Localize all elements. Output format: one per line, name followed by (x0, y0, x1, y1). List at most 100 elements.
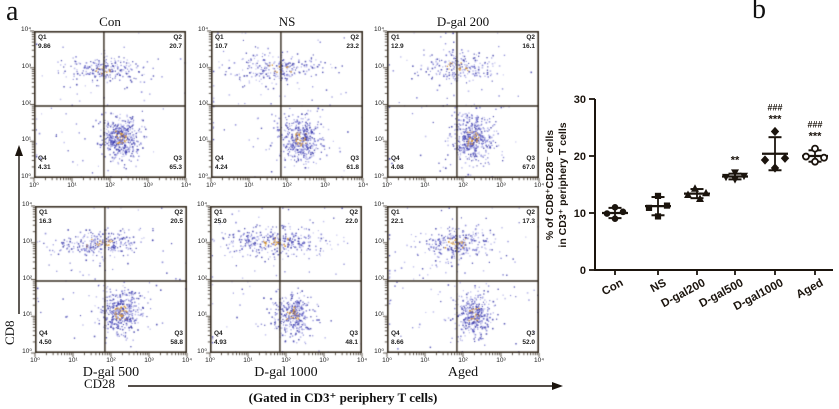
quadrant-value-q3: 48.1 (345, 339, 358, 346)
flow-plot-canvas (203, 205, 365, 361)
y-tick-label: 10⁴ (373, 26, 384, 33)
plot-title: D-gal 200 (436, 14, 490, 29)
y-axis-label-line2: in CD3⁺ periphery T cells (557, 122, 569, 247)
quadrant-value-q1: 10.7 (215, 43, 228, 50)
flow-plot-canvas (204, 30, 366, 186)
x-tick-label: 10² (458, 357, 468, 364)
quadrant-label-q1: Q1 (391, 209, 400, 216)
y-axis-label-line1: % of CD8⁺CD28⁻ cells (545, 130, 556, 240)
y-tick-label: 10² (21, 99, 31, 107)
x-tick-label: 10² (282, 182, 292, 189)
data-point (770, 163, 780, 173)
y-tick-label: 10⁰ (21, 173, 31, 180)
x-tick-label: 10¹ (244, 182, 254, 189)
arrowhead-right-icon (552, 382, 563, 390)
quadrant-value-q4: 4.24 (215, 164, 228, 171)
x-tick-label: 10⁴ (533, 182, 545, 189)
x-tick-label: 10² (281, 357, 291, 364)
x-tick-label: 10⁰ (30, 357, 40, 364)
y-tick-label: 10¹ (374, 136, 384, 144)
series-con (602, 204, 628, 222)
data-point (760, 155, 770, 165)
y-tick-label: 10⁴ (373, 201, 384, 208)
plot-title: D-gal 1000 (254, 365, 318, 380)
y-tick-label: 10⁰ (22, 348, 32, 355)
flow-plot-canvas (28, 205, 190, 361)
quadrant-label-q2: Q2 (526, 34, 535, 41)
quadrant-label-q4: Q4 (214, 330, 223, 337)
quadrant-value-q4: 4.93 (214, 339, 227, 346)
arrowhead-up-icon (15, 145, 23, 156)
y-tick-label: 10³ (197, 237, 207, 245)
quadrant-label-q2: Q2 (174, 209, 183, 216)
data-point (740, 172, 748, 181)
y-tick-label: 10 (574, 208, 586, 220)
panel-a-label: a (6, 0, 19, 27)
quadrant-label-q1: Q1 (215, 34, 224, 41)
cd8-axis-label: CD8 (2, 320, 17, 345)
x-tick-label: 10² (106, 357, 116, 364)
x-tick-label: 10³ (320, 182, 330, 189)
y-tick-label: 10¹ (198, 136, 208, 144)
quadrant-label-q4: Q4 (215, 155, 224, 162)
y-tick-label: 10¹ (22, 311, 32, 319)
y-tick-label: 10¹ (197, 311, 207, 319)
cd8-axis-arrow (15, 145, 23, 314)
data-point (654, 192, 662, 199)
data-point (645, 204, 653, 211)
quadrant-value-q4: 4.08 (391, 164, 404, 171)
quadrant-value-q3: 61.8 (346, 164, 359, 171)
y-tick-label: 10³ (374, 237, 384, 245)
data-point (731, 176, 739, 184)
x-tick-label: 10³ (496, 182, 506, 189)
quadrant-label-q3: Q3 (350, 155, 359, 162)
x-tick-label: 10¹ (420, 182, 430, 189)
y-tick-label: 10³ (22, 237, 32, 245)
y-tick-label: 10⁰ (374, 173, 384, 180)
quadrant-value-q1: 22.1 (391, 218, 404, 225)
y-tick-label: 20 (574, 151, 586, 163)
x-tick-label: 10³ (319, 357, 329, 364)
quadrant-label-q3: Q3 (526, 330, 535, 337)
data-point (802, 152, 810, 161)
sig-star-annotation: *** (809, 131, 823, 143)
panel-b-label: b (752, 0, 766, 25)
scatter-panel: 0 10 20 30 Con NS D-gal200 D-gal500 D-gal1000 Age… (544, 85, 839, 409)
quadrant-value-q4: 4.31 (38, 164, 51, 171)
data-point (619, 208, 627, 216)
y-tick-label: 10³ (198, 62, 208, 70)
quadrant-label-q2: Q2 (350, 34, 359, 41)
quadrant-value-q2: 16.1 (522, 43, 535, 50)
quadrant-label-q4: Q4 (38, 155, 47, 162)
gate-label: (Gated in CD3⁺ periphery T cells) (248, 390, 438, 405)
quadrant-label-q3: Q3 (173, 155, 182, 162)
y-tick-label: 10¹ (21, 136, 31, 144)
y-tick-label: 30 (574, 94, 586, 106)
data-point (731, 169, 739, 177)
cd28-axis-label: CD28 (84, 376, 116, 391)
x-tick-label: 10² (458, 182, 468, 189)
quadrant-label-q3: Q3 (174, 330, 183, 337)
data-point (702, 188, 710, 197)
quadrant-value-q4: 8.66 (391, 339, 404, 346)
y-tick-label: 10⁴ (20, 26, 31, 33)
x-tick-label: 10³ (144, 357, 154, 364)
x-tick-label: 10⁴ (356, 357, 368, 364)
quadrant-label-q2: Q2 (526, 209, 535, 216)
quadrant-label-q3: Q3 (349, 330, 358, 337)
data-point (611, 204, 619, 211)
x-tick-label: 10² (105, 182, 115, 189)
quadrant-value-q3: 65.3 (169, 164, 182, 171)
x-tick-label: 10⁴ (181, 357, 193, 364)
quadrant-label-q4: Q4 (391, 330, 400, 337)
y-tick-label: 10² (374, 274, 384, 282)
plot-title: Con (99, 14, 121, 29)
cd28-axis-arrow (128, 382, 563, 390)
x-tick-label: 10⁰ (29, 182, 39, 189)
quadrant-label-q3: Q3 (526, 155, 535, 162)
data-point (691, 184, 699, 192)
y-tick-label: 0 (580, 265, 586, 277)
data-point (820, 153, 828, 162)
data-point (770, 126, 780, 137)
plot-title: NS (278, 14, 296, 29)
